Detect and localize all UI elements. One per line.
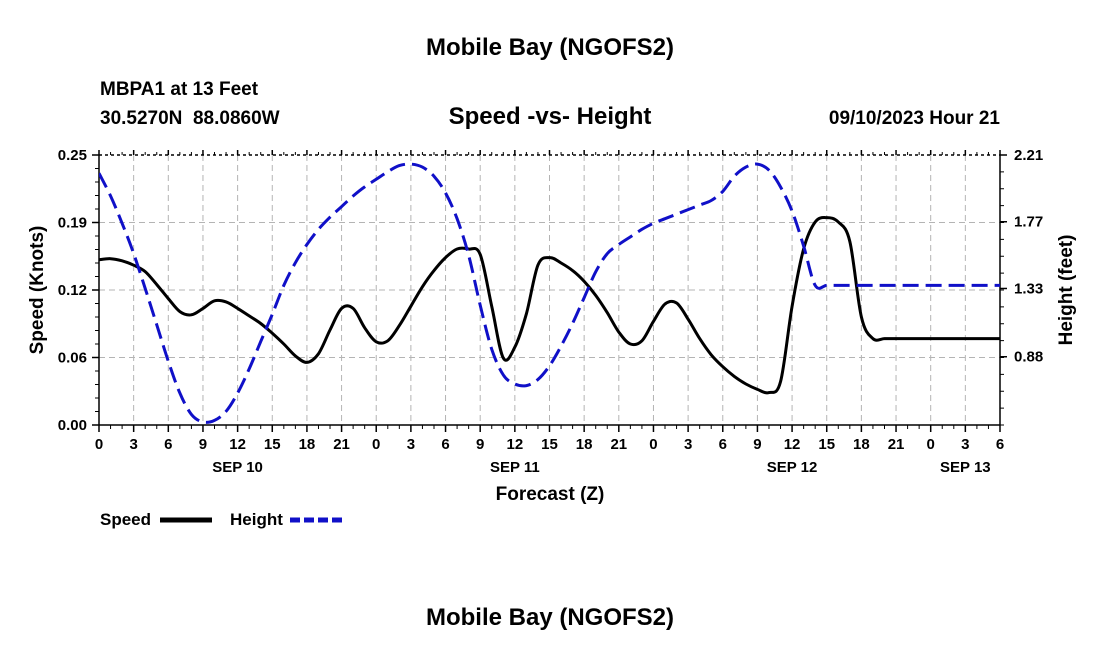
x-date-label: SEP 13 [940,459,991,476]
x-tick-label: 9 [476,436,484,453]
legend: Speed Height [100,510,342,529]
x-tick-label: 21 [610,436,627,453]
left-tick-label: 0.06 [58,350,87,367]
right-tick-label: 1.33 [1014,280,1043,297]
station-name: MBPA1 at 13 Feet [100,79,259,100]
x-date-label: SEP 11 [490,459,540,476]
legend-height-label: Height [230,510,283,529]
x-tick-label: 0 [927,436,935,453]
x-axis-label: Forecast (Z) [496,484,605,505]
bottom-title: Mobile Bay (NGOFS2) [426,604,674,631]
x-tick-label: 12 [507,436,524,453]
x-tick-label: 12 [229,436,246,453]
right-axis-ticks: 0.88 1.33 1.77 2.21 [1000,147,1043,426]
left-tick-label: 0.00 [58,417,87,434]
x-tick-label: 12 [784,436,801,453]
right-axis-label: Height (feet) [1056,235,1077,346]
x-tick-label: 9 [753,436,761,453]
forecast-date: 09/10/2023 Hour 21 [829,108,1001,129]
x-tick-label: 18 [576,436,593,453]
right-tick-label: 0.88 [1014,349,1043,366]
left-axis-label: Speed (Knots) [27,226,48,355]
x-tick-label: 9 [199,436,207,453]
x-tick-label: 15 [818,436,835,453]
x-tick-label: 3 [407,436,415,453]
grid-lines [99,155,1000,425]
x-tick-label: 15 [264,436,281,453]
chart-title: Speed -vs- Height [449,103,652,130]
x-tick-label: 6 [996,436,1004,453]
x-tick-label: 15 [541,436,558,453]
x-tick-label: 21 [888,436,905,453]
station-coords: 30.5270N 88.0860W [100,108,280,129]
x-tick-label: 18 [853,436,870,453]
left-tick-label: 0.19 [58,215,87,232]
x-tick-label: 6 [164,436,172,453]
x-tick-label: 21 [333,436,350,453]
x-date-label: SEP 10 [212,459,263,476]
x-tick-label: 3 [684,436,692,453]
x-tick-label: 6 [719,436,727,453]
x-axis-ticks: 0 3 6 9 12 15 18 21 0 3 6 9 12 15 18 21 0 3 6 9 12 15 18 21 0 3 6S… [95,150,1004,476]
right-tick-label: 1.77 [1014,214,1043,231]
x-tick-label: 0 [372,436,380,453]
series-line-height [99,162,1000,424]
right-tick-label: 2.21 [1014,147,1043,164]
left-tick-label: 0.12 [58,282,87,299]
x-tick-label: 6 [441,436,449,453]
x-date-label: SEP 12 [767,459,818,476]
top-title: Mobile Bay (NGOFS2) [426,34,674,61]
left-axis-ticks: 0.00 0.06 0.12 0.19 0.25 [58,147,99,434]
x-tick-label: 0 [95,436,103,453]
left-tick-label: 0.25 [58,147,87,164]
x-tick-label: 3 [129,436,137,453]
series-line-speed [99,216,1000,395]
legend-speed-label: Speed [100,510,151,529]
x-tick-label: 18 [299,436,316,453]
data-series [99,162,1000,424]
x-tick-label: 3 [961,436,969,453]
x-tick-label: 0 [649,436,657,453]
